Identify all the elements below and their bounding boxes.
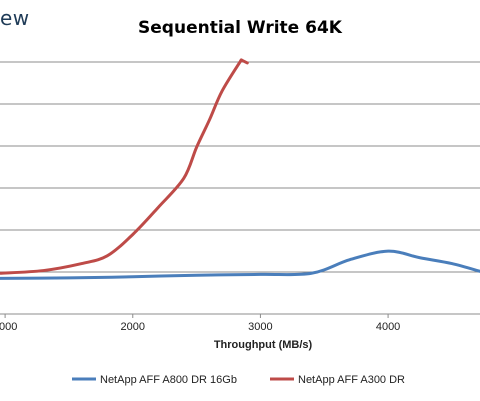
chart-title: Sequential Write 64K: [138, 18, 343, 38]
x-tick-label-4000: 4000: [376, 321, 400, 333]
series-line-0: [0, 249, 480, 280]
series-1-end-hook: [239, 58, 249, 65]
x-axis-ticks: 1000 2000 3000 4000: [0, 314, 400, 333]
x-tick-label-2000: 2000: [121, 321, 145, 333]
logo-fragment: ew: [0, 6, 30, 30]
x-tick-label-3000: 3000: [248, 321, 272, 333]
legend-label-0: NetApp AFF A800 DR 16Gb: [100, 374, 237, 386]
x-tick-label-1000: 1000: [0, 321, 17, 333]
series-lines: [0, 58, 480, 280]
series-line-1: [0, 58, 243, 275]
legend-label-1: NetApp AFF A300 DR: [298, 374, 405, 386]
x-axis-label: Throughput (MB/s): [214, 339, 313, 351]
legend: NetApp AFF A800 DR 16Gb NetApp AFF A300 D…: [72, 374, 405, 386]
gridlines: [0, 61, 480, 315]
